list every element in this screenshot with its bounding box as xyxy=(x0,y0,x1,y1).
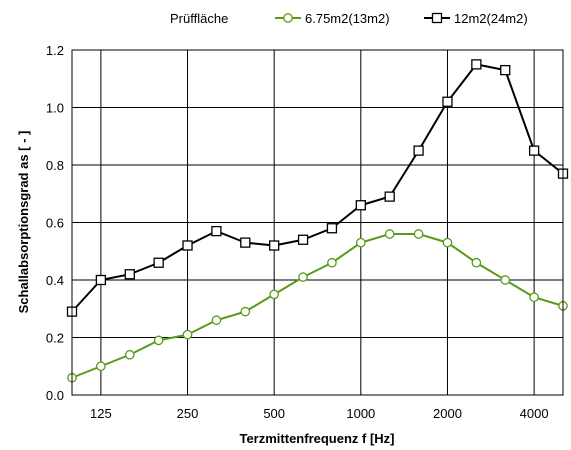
legend-item: 12m2(24m2) xyxy=(424,11,528,26)
series-line xyxy=(71,233,564,379)
legend-marker-circle xyxy=(283,13,293,23)
data-point-square xyxy=(240,237,251,248)
y-tick-label: 1.0 xyxy=(46,101,64,116)
legend-title: Prüffläche xyxy=(170,11,228,26)
data-point-square xyxy=(500,64,511,76)
legend: Prüffläche 6.75m2(13m2) 12m2(24m2) xyxy=(170,11,528,26)
data-point-square xyxy=(211,225,222,237)
data-point-square xyxy=(124,269,135,280)
data-point-square xyxy=(326,223,338,234)
data-point-square xyxy=(269,240,280,251)
data-point-circle xyxy=(298,272,308,282)
legend-items: 6.75m2(13m2) 12m2(24m2) xyxy=(275,11,528,26)
series-square xyxy=(66,59,569,317)
x-tick-label: 1000 xyxy=(346,406,375,421)
data-point-circle xyxy=(442,237,453,248)
data-point-square xyxy=(95,274,107,286)
data-point-circle xyxy=(529,292,539,303)
data-point-square xyxy=(153,257,164,268)
data-point-square xyxy=(384,191,395,202)
x-tick-label: 500 xyxy=(263,406,285,421)
y-axis-label: Schallabsorptionsgrad as [ - ] xyxy=(16,131,31,314)
data-point-circle xyxy=(413,229,424,239)
data-point-circle xyxy=(269,289,280,300)
data-point-square xyxy=(413,145,424,156)
series-line xyxy=(71,63,564,313)
plot-frame xyxy=(71,49,564,396)
data-point-circle xyxy=(384,229,395,239)
y-tick-label: 1.2 xyxy=(46,43,64,58)
data-point-circle xyxy=(240,306,251,317)
data-point-square xyxy=(355,200,366,211)
data-point-square xyxy=(442,96,453,107)
x-tick-label: 250 xyxy=(177,406,199,421)
x-tick-label: 2000 xyxy=(433,406,462,421)
data-point-circle xyxy=(500,275,511,285)
x-axis-ticks: 125 250 500 1000 2000 4000 xyxy=(90,406,549,421)
data-point-square xyxy=(297,234,309,245)
y-tick-label: 0.4 xyxy=(46,273,64,288)
data-point-circle xyxy=(211,315,222,326)
y-tick-label: 0.8 xyxy=(46,158,64,173)
series-circle xyxy=(67,229,568,383)
data-point-circle xyxy=(327,257,337,268)
y-tick-label: 0.6 xyxy=(46,216,64,231)
data-point-square xyxy=(528,145,540,156)
legend-marker-square xyxy=(431,12,443,24)
data-point-circle xyxy=(471,257,482,268)
data-point-circle xyxy=(96,361,106,372)
data-point-square xyxy=(471,59,482,70)
y-axis-ticks: 0.0 0.2 0.4 0.6 0.8 1.0 1.2 xyxy=(46,43,64,403)
x-tick-label: 4000 xyxy=(520,406,549,421)
data-point-circle xyxy=(182,329,193,340)
legend-item: 6.75m2(13m2) xyxy=(275,11,390,26)
data-point-circle xyxy=(153,335,164,346)
grid xyxy=(72,50,563,395)
x-tick-label: 125 xyxy=(90,406,112,421)
legend-label: 12m2(24m2) xyxy=(454,11,528,26)
y-tick-label: 0.2 xyxy=(46,331,64,346)
data-point-square xyxy=(182,240,193,251)
legend-label: 6.75m2(13m2) xyxy=(305,11,390,26)
data-point-circle xyxy=(124,349,135,360)
x-axis-label: Terzmittenfrequenz f [Hz] xyxy=(239,431,394,446)
y-tick-label: 0.0 xyxy=(46,388,64,403)
series-layer xyxy=(66,59,569,383)
data-point-circle xyxy=(355,237,366,248)
